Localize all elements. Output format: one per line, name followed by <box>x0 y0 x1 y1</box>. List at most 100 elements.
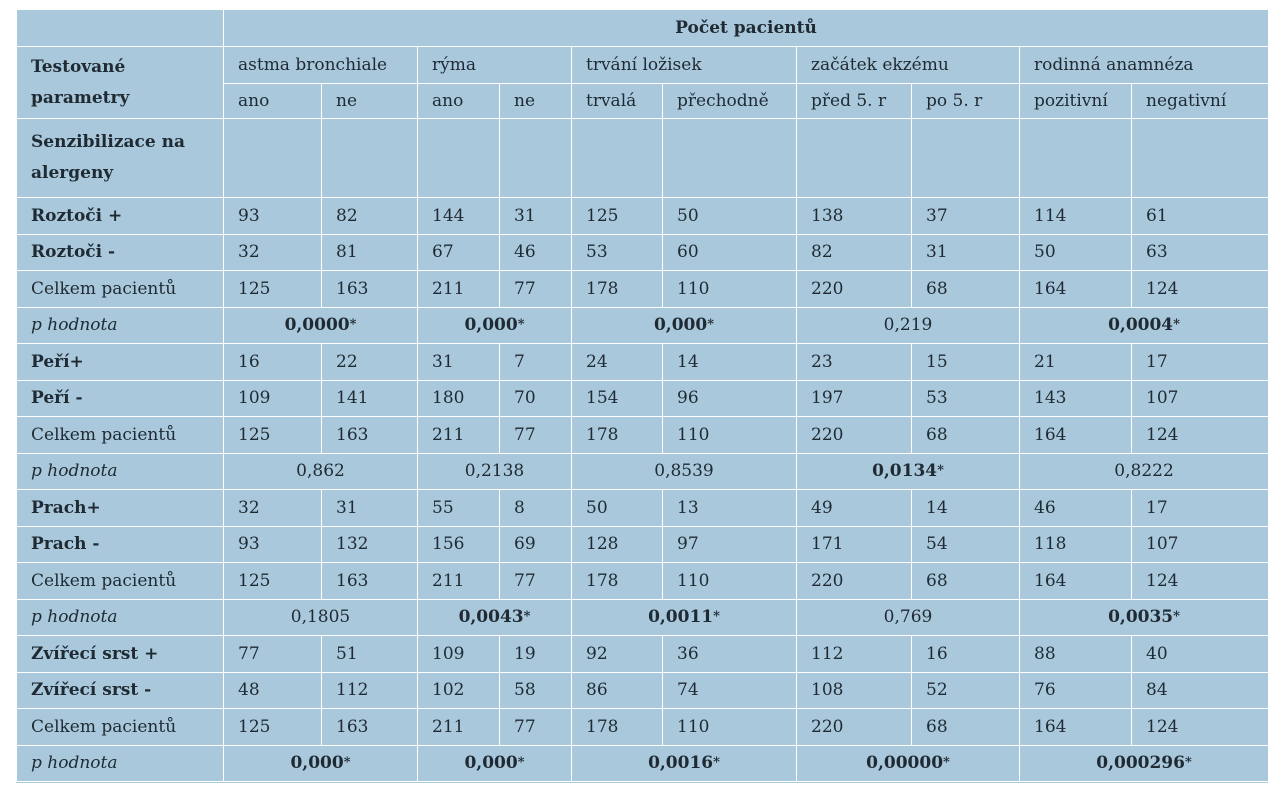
value-cell: 171 <box>796 525 912 563</box>
p-value: 0,0000 <box>284 315 350 336</box>
significance-marker: * <box>943 755 950 771</box>
value-cell: 164 <box>1019 270 1132 308</box>
p-value: 0,0011 <box>648 607 714 628</box>
subheader: trvalá <box>571 83 663 119</box>
p-value-cell: 0,0016* <box>571 744 797 782</box>
p-value: 0,219 <box>883 315 933 336</box>
table-row: Zvířecí srst +77 51 109 19 92 36 112 16 88 40 <box>16 635 1270 673</box>
subheader: pozitivní <box>1019 83 1132 119</box>
value-cell: 114 <box>1019 197 1132 235</box>
p-value: 0,862 <box>296 461 345 482</box>
value-cell: 178 <box>571 708 663 746</box>
value-cell: 81 <box>321 233 418 271</box>
table-row: Celkem pacientů 125 163 211 77 178 110 220 68 164… <box>16 562 1270 600</box>
value-cell: 82 <box>321 197 418 235</box>
row-label: Prach+ <box>16 489 224 527</box>
value-cell: 124 <box>1130 416 1270 454</box>
value-cell: 197 <box>796 379 912 417</box>
subheader: ano <box>417 83 500 119</box>
p-value-cell: 0,8539 <box>571 452 797 490</box>
row-label: Zvířecí srst + <box>16 635 224 673</box>
value-cell: 67 <box>417 233 500 271</box>
empty-cell <box>662 118 797 198</box>
table-row: Peří -109 141 180 70 154 96 197 53 143 107 <box>16 379 1270 417</box>
param-label: Testované parametry <box>16 46 224 119</box>
row-label: Zvířecí srst - <box>16 671 224 709</box>
value-cell: 124 <box>1130 270 1270 308</box>
value-cell: 144 <box>417 197 500 235</box>
p-value: 0,000 <box>290 753 344 774</box>
p-value-row: p hodnota 0,862 0,2138 0,8539 0,0134* 0,8222 <box>16 452 1270 490</box>
value-cell: 164 <box>1019 708 1132 746</box>
value-cell: 60 <box>662 233 797 271</box>
value-cell: 13 <box>662 489 797 527</box>
value-cell: 70 <box>499 379 572 417</box>
value-cell: 178 <box>571 416 663 454</box>
patient-sensitization-table: Počet pacientů Testované parametry astma… <box>16 9 1270 782</box>
p-value-cell: 0,862 <box>223 452 418 490</box>
significance-marker: * <box>713 609 720 625</box>
subheader: po 5. r <box>911 83 1020 119</box>
value-cell: 124 <box>1130 708 1270 746</box>
value-cell: 220 <box>796 270 912 308</box>
empty-cell <box>1019 118 1132 198</box>
empty-cell <box>796 118 912 198</box>
value-cell: 50 <box>1019 233 1132 271</box>
value-cell: 55 <box>417 489 500 527</box>
p-value-cell: 0,000* <box>417 744 572 782</box>
value-cell: 61 <box>1130 197 1270 235</box>
value-cell: 69 <box>499 525 572 563</box>
value-cell: 50 <box>571 489 663 527</box>
significance-marker: * <box>1173 317 1180 333</box>
value-cell: 17 <box>1130 343 1270 381</box>
table-row: Celkem pacientů 125 163 211 77 178 110 220 68 164… <box>16 416 1270 454</box>
value-cell: 32 <box>223 233 322 271</box>
p-value-cell: 0,769 <box>796 598 1020 636</box>
value-cell: 211 <box>417 708 500 746</box>
p-value-cell: 0,219 <box>796 306 1020 344</box>
value-cell: 22 <box>321 343 418 381</box>
value-cell: 180 <box>417 379 500 417</box>
data-table-container: Počet pacientů Testované parametry astma… <box>16 9 1270 783</box>
p-value-cell: 0,0134* <box>796 452 1020 490</box>
value-cell: 52 <box>911 671 1020 709</box>
subheader: ano <box>223 83 322 119</box>
p-value-cell: 0,0004* <box>1018 306 1270 344</box>
value-cell: 164 <box>1019 416 1132 454</box>
value-cell: 46 <box>499 233 572 271</box>
value-cell: 76 <box>1019 671 1132 709</box>
group-header: astma bronchiale <box>223 46 418 84</box>
title-row: Počet pacientů <box>16 9 1270 47</box>
empty-cell <box>571 118 663 198</box>
subheader: negativní <box>1130 83 1270 119</box>
significance-marker: * <box>1173 609 1180 625</box>
value-cell: 107 <box>1130 525 1270 563</box>
value-cell: 36 <box>662 635 797 673</box>
empty-cell <box>499 118 572 198</box>
table-row: Prach+ 32 31 55 8 50 13 49 14 46 17 <box>16 489 1270 527</box>
value-cell: 93 <box>223 525 322 563</box>
subheader-row: ano ne ano ne trvalá přechodně před 5. r… <box>17 83 1270 119</box>
empty-cell <box>417 118 500 198</box>
group-header: začátek ekzému <box>796 46 1020 84</box>
p-value-cell: 0,000* <box>417 306 572 344</box>
value-cell: 40 <box>1130 635 1270 673</box>
value-cell: 128 <box>571 525 663 563</box>
p-value: 0,769 <box>883 607 933 628</box>
table-row: Zvířecí srst -48 112 102 58 86 74 108 52 76 84 <box>16 671 1270 709</box>
p-value-cell: 0,0011* <box>571 598 797 636</box>
value-cell: 163 <box>321 416 418 454</box>
p-value: 0,8539 <box>654 461 714 482</box>
value-cell: 211 <box>417 270 500 308</box>
value-cell: 46 <box>1019 489 1132 527</box>
value-cell: 163 <box>321 562 418 600</box>
value-cell: 220 <box>796 562 912 600</box>
value-cell: 31 <box>499 197 572 235</box>
value-cell: 82 <box>796 233 912 271</box>
value-cell: 77 <box>499 708 572 746</box>
corner-cell <box>16 9 224 47</box>
value-cell: 53 <box>911 379 1020 417</box>
value-cell: 58 <box>499 671 572 709</box>
subheader: ne <box>499 83 572 119</box>
value-cell: 53 <box>571 233 663 271</box>
